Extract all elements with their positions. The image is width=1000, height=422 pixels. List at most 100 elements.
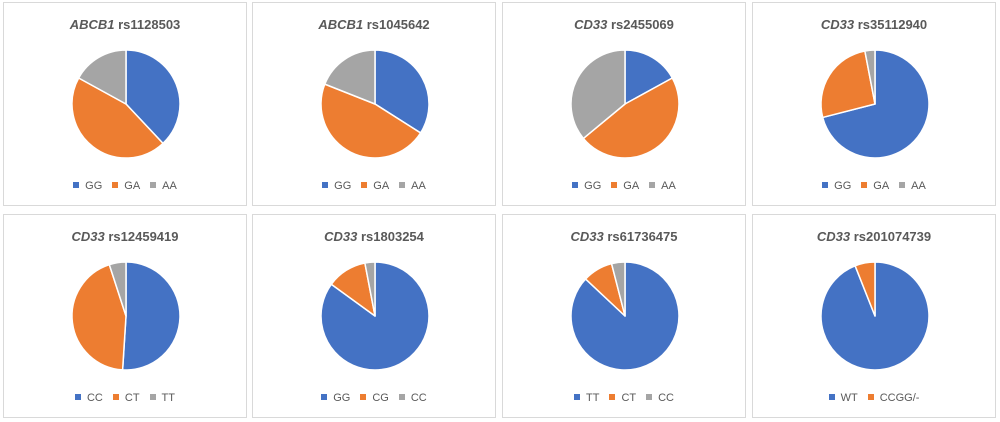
pie-chart — [71, 49, 181, 159]
legend-label: GG — [333, 392, 351, 404]
pie-slice-gg — [821, 49, 930, 159]
chart-title-gene: CD33 — [570, 229, 604, 244]
legend-item: GA — [611, 180, 639, 192]
pie-chart — [320, 261, 430, 371]
legend-label: GG — [334, 180, 352, 192]
legend-item: CC — [74, 392, 103, 404]
legend-label: CT — [621, 392, 637, 404]
pie-slice-ct — [71, 263, 127, 371]
legend-item: GA — [112, 180, 140, 192]
legend-item: GA — [361, 180, 389, 192]
legend-label: CC — [410, 392, 427, 404]
legend-item: GG — [321, 392, 350, 404]
legend-label: GG — [834, 180, 852, 192]
legend-item: CT — [609, 392, 636, 404]
chart-title-snp: rs1128503 — [118, 17, 181, 32]
chart-legend: GG GA AA — [4, 180, 246, 192]
legend-swatch — [611, 182, 618, 188]
chart-legend: WT CCGG/- — [753, 392, 995, 404]
legend-label: GG — [85, 180, 103, 192]
chart-panel-cd33-rs201074739: CD33 rs201074739 WT CCGG/- — [752, 214, 996, 418]
pie-slice-ga — [320, 83, 422, 159]
legend-swatch — [399, 182, 406, 188]
chart-panel-abcb1-rs1045642: ABCB1 rs1045642 GG GA AA — [252, 2, 496, 206]
pie-slice-gg — [125, 49, 181, 145]
legend-swatch — [360, 394, 367, 400]
legend-swatch — [150, 182, 157, 188]
pie-slice-cc — [364, 261, 376, 317]
pie-slice-ga — [582, 77, 680, 159]
pie-slice-aa — [864, 49, 876, 105]
pie-chart — [320, 49, 430, 159]
chart-panel-cd33-rs35112940: CD33 rs35112940 GG GA AA — [752, 2, 996, 206]
legend-label: GA — [623, 180, 640, 192]
chart-title: CD33 rs2455069 — [503, 17, 745, 32]
legend-swatch — [867, 394, 874, 400]
chart-title: ABCB1 rs1128503 — [4, 17, 246, 32]
legend-swatch — [149, 394, 156, 400]
chart-title: CD33 rs35112940 — [753, 17, 995, 32]
legend-label: CCGG/- — [879, 392, 920, 404]
chart-title-gene: ABCB1 — [318, 17, 364, 32]
legend-label: AA — [911, 180, 926, 192]
chart-legend: GG GA AA — [253, 180, 495, 192]
chart-title-gene: CD33 — [820, 17, 855, 32]
legend-item: TT — [573, 392, 600, 404]
legend-label: GA — [124, 180, 141, 192]
legend-swatch — [73, 182, 80, 188]
legend-swatch — [822, 182, 829, 188]
legend-swatch — [649, 182, 656, 188]
legend-label: CT — [124, 392, 140, 404]
pie-slice-aa — [324, 49, 376, 105]
pie-slice-aa — [77, 49, 127, 105]
legend-item: CCGG/- — [867, 392, 920, 404]
legend-swatch — [573, 394, 580, 400]
legend-label: CC — [86, 392, 103, 404]
pie-chart — [570, 49, 680, 159]
legend-swatch — [112, 394, 119, 400]
legend-swatch — [572, 182, 579, 188]
chart-panel-cd33-rs1803254: CD33 rs1803254 GG CG CC — [252, 214, 496, 418]
legend-swatch — [361, 182, 368, 188]
pie-chart — [570, 261, 680, 371]
pie-slice-tt — [108, 261, 127, 317]
pie-slice-ccgg — [854, 261, 876, 317]
chart-title: CD33 rs61736475 — [503, 229, 745, 244]
legend-label: WT — [840, 392, 858, 404]
chart-title: ABCB1 rs1045642 — [253, 17, 495, 32]
chart-legend: TT CT CC — [503, 392, 745, 404]
pie-slice-ga — [820, 50, 876, 119]
chart-panel-cd33-rs2455069: CD33 rs2455069 GG GA AA — [502, 2, 746, 206]
legend-item: CG — [360, 392, 389, 404]
chart-title-snp: rs1803254 — [360, 229, 424, 244]
chart-legend: CC CT TT — [4, 392, 246, 404]
legend-label: CG — [372, 392, 389, 404]
legend-label: TT — [161, 392, 175, 404]
chart-title: CD33 rs12459419 — [4, 229, 246, 244]
legend-item: AA — [649, 180, 676, 192]
legend-item: AA — [150, 180, 177, 192]
legend-item: GA — [861, 180, 889, 192]
legend-item: AA — [899, 180, 926, 192]
legend-swatch — [321, 394, 328, 400]
chart-title-gene: CD33 — [71, 229, 105, 244]
legend-label: TT — [585, 392, 600, 404]
chart-title: CD33 rs201074739 — [753, 229, 995, 244]
chart-title-snp: rs1045642 — [366, 17, 430, 32]
chart-title-gene: CD33 — [324, 229, 358, 244]
legend-label: CC — [658, 392, 674, 404]
chart-title: CD33 rs1803254 — [253, 229, 495, 244]
legend-label: AA — [661, 180, 676, 192]
legend-item: GG — [73, 180, 102, 192]
pie-slice-aa — [570, 49, 626, 140]
chart-panel-cd33-rs12459419: CD33 rs12459419 CC CT TT — [3, 214, 247, 418]
pie-slice-cc — [610, 261, 626, 317]
legend-label: GA — [873, 180, 890, 192]
chart-title-gene: CD33 — [574, 17, 608, 32]
chart-title-snp: rs201074739 — [853, 229, 932, 244]
chart-title-snp: rs2455069 — [610, 17, 674, 32]
chart-panel-abcb1-rs1128503: ABCB1 rs1128503 GG GA AA — [3, 2, 247, 206]
chart-legend: GG GA AA — [753, 180, 995, 192]
legend-item: GG — [572, 180, 601, 192]
